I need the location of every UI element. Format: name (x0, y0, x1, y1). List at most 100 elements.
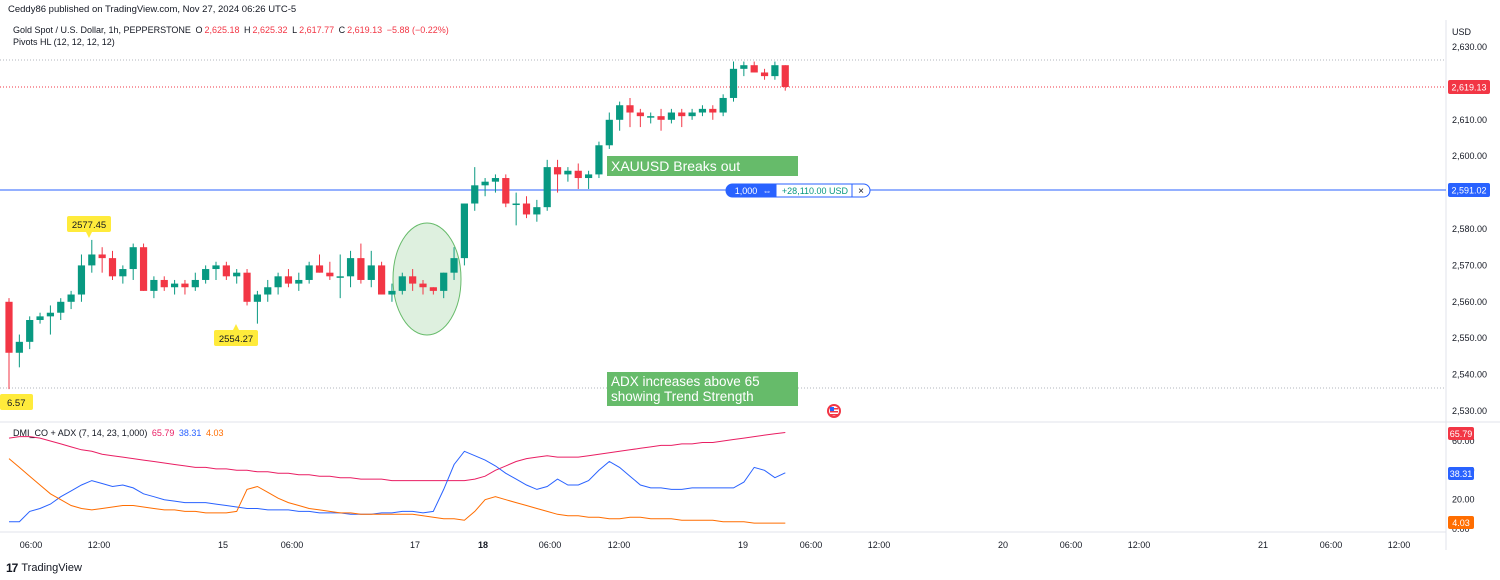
candle (419, 279, 427, 295)
candle (667, 108, 675, 124)
time-tick-label: 12:00 (868, 540, 891, 550)
low-value: 2,617.77 (299, 25, 335, 35)
pivot-left-label: 6.57 (0, 394, 33, 410)
candle (574, 163, 582, 189)
adx-line (8, 432, 786, 482)
candle (181, 279, 189, 295)
candle (212, 261, 220, 280)
breakout-annotation[interactable]: XAUUSD Breaks out (607, 156, 798, 176)
candle (202, 265, 210, 284)
adx-annotation[interactable]: ADX increases above 65 showing Trend Str… (607, 372, 798, 406)
price-tick-label: 2,600.00 (1452, 151, 1487, 161)
candle (595, 141, 603, 179)
candle (264, 279, 272, 302)
indicator-name: DMI_CO + ADX (7, 14, 23, 1,000) (13, 428, 148, 438)
candle (243, 269, 251, 306)
candle (750, 61, 758, 73)
candle (253, 290, 261, 324)
time-tick-label: 12:00 (1128, 540, 1151, 550)
candle (315, 254, 324, 273)
pivots-legend[interactable]: Pivots HL (12, 12, 12, 12) (13, 37, 117, 47)
symbol-legend[interactable]: Gold Spot / U.S. Dollar, 1h, PEPPERSTONE… (13, 25, 451, 35)
candle (616, 101, 624, 131)
position-widget[interactable]: 1,000 ⇔ +28,110.00 USD × (725, 183, 871, 198)
candle (512, 192, 520, 226)
candle (460, 203, 468, 266)
candle (77, 254, 86, 302)
price-tick-label: 2,630.00 (1452, 42, 1487, 52)
candle (688, 108, 696, 120)
us-event-flag-icon[interactable] (827, 404, 841, 418)
candle (698, 105, 707, 117)
change-value: −5.88 (−0.22%) (386, 25, 449, 35)
minus-di-value: 4.03 (205, 428, 224, 438)
candle (771, 61, 779, 80)
candle (284, 269, 293, 288)
candle (160, 276, 168, 291)
indicator-legend[interactable]: DMI_CO + ADX (7, 14, 23, 1,000) 65.79 38… (13, 428, 225, 438)
time-tick-label: 06:00 (539, 540, 562, 550)
time-tick-label: 12:00 (1388, 540, 1411, 550)
position-price-tag: 2,591.02 (1448, 183, 1490, 197)
price-tick-label: 2,550.00 (1452, 333, 1487, 343)
open-value: 2,625.18 (204, 25, 240, 35)
time-tick-label: 06:00 (281, 540, 304, 550)
minus-di-value-tag: 4.03 (1448, 516, 1474, 529)
price-tick-label: 2,560.00 (1452, 297, 1487, 307)
candle (171, 279, 179, 295)
minus-di-line (8, 458, 786, 524)
candle (491, 174, 500, 193)
candle (729, 61, 738, 102)
candle (119, 265, 127, 284)
candle (740, 61, 748, 77)
price-tick-label: 2,540.00 (1452, 370, 1487, 380)
tradingview-footer[interactable]: 17 TradingView (6, 561, 82, 575)
adx-tag-text: 65.79 (1450, 429, 1473, 439)
breakout-annotation-text: XAUUSD Breaks out (611, 158, 740, 174)
candle (388, 283, 396, 302)
adx-value-tag: 65.79 (1448, 427, 1474, 440)
candle (429, 287, 437, 295)
open-label: O (195, 25, 203, 35)
time-tick-label: 06:00 (1060, 540, 1083, 550)
candle (222, 261, 230, 280)
low-label: L (292, 25, 298, 35)
candle (760, 68, 769, 80)
high-value: 2,625.32 (252, 25, 288, 35)
currency-label: USD (1452, 27, 1472, 37)
position-qty: 1,000 (735, 186, 758, 196)
time-tick-label: 20 (998, 540, 1008, 550)
candle (98, 247, 106, 273)
candle (657, 108, 665, 131)
candle (636, 108, 644, 128)
pivot-high-label: 2577.45 (67, 216, 111, 238)
candle (409, 269, 417, 291)
pivot-low-label: 2554.27 (214, 324, 258, 346)
candle (36, 312, 44, 324)
price-tick-label: 2,610.00 (1452, 115, 1487, 125)
time-tick-label: 12:00 (608, 540, 631, 550)
candle (585, 170, 593, 189)
candle (139, 243, 148, 291)
candle (108, 250, 117, 280)
symbol-name: Gold Spot / U.S. Dollar, 1h, PEPPERSTONE (13, 25, 191, 35)
price-tick-label: 2,570.00 (1452, 260, 1487, 270)
candle (719, 94, 727, 117)
position-close-button[interactable]: × (858, 186, 864, 197)
time-tick-label: 17 (410, 540, 420, 550)
candle (647, 112, 655, 124)
high-label: H (244, 25, 251, 35)
candle (88, 239, 96, 273)
candle (378, 261, 386, 295)
candle (57, 298, 65, 320)
candle (533, 199, 541, 222)
candle (678, 108, 686, 128)
plus-di-line (9, 450, 786, 523)
time-axis[interactable]: 06:00 12:00 15 06:00 17 18 06:00 12:00 19 06:00 12… (20, 540, 1411, 550)
candle (398, 272, 406, 295)
time-tick-label: 12:00 (88, 540, 111, 550)
candle (781, 65, 789, 91)
time-tick-label: 21 (1258, 540, 1268, 550)
plus-di-value-tag: 38.31 (1448, 467, 1474, 480)
